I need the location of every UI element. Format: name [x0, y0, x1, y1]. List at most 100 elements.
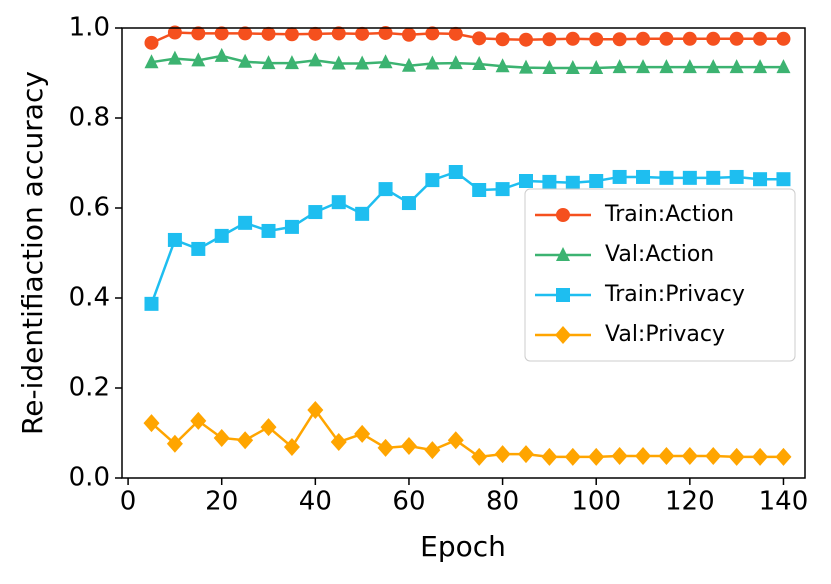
marker: [729, 59, 744, 74]
legend-label: Train:Privacy: [604, 282, 745, 307]
marker: [472, 56, 487, 70]
marker: [682, 31, 697, 46]
marker: [167, 25, 182, 40]
y-tick-label: 0.0: [69, 463, 110, 493]
marker: [143, 414, 160, 433]
marker: [681, 446, 698, 465]
line: [150, 407, 784, 459]
marker: [556, 288, 570, 302]
marker: [238, 26, 253, 41]
marker: [565, 175, 580, 190]
marker: [238, 53, 253, 68]
marker: [144, 296, 159, 311]
marker: [472, 183, 487, 197]
marker: [753, 59, 768, 74]
marker: [378, 182, 393, 197]
marker: [611, 446, 628, 465]
legend: Train:Action Val:Action Train:Privacy Val:P…: [524, 188, 796, 362]
y-tick-label: 1.0: [69, 13, 110, 43]
marker: [636, 59, 651, 74]
marker: [447, 431, 464, 450]
marker: [377, 438, 394, 457]
y-tick-label: 0.2: [69, 373, 110, 403]
marker: [400, 437, 417, 456]
marker: [636, 31, 651, 46]
marker: [589, 60, 604, 75]
marker: [331, 195, 346, 210]
marker: [635, 446, 652, 465]
marker: [588, 447, 605, 466]
y-tick-label: 0.8: [69, 103, 110, 133]
marker: [495, 182, 510, 197]
legend-label: Val:Action: [605, 242, 714, 267]
marker: [261, 55, 276, 70]
line: [151, 54, 784, 70]
marker: [237, 431, 254, 450]
marker: [214, 26, 229, 41]
marker: [752, 447, 769, 466]
marker: [166, 434, 183, 453]
y-tick-label: 0.4: [69, 283, 110, 313]
marker: [448, 55, 463, 70]
marker: [612, 32, 627, 47]
marker: [776, 172, 791, 187]
x-tick-label: 40: [299, 487, 332, 517]
marker: [565, 60, 580, 75]
marker: [167, 232, 182, 247]
marker: [261, 26, 276, 41]
marker: [308, 205, 323, 220]
marker: [378, 54, 393, 69]
marker: [658, 446, 675, 465]
marker: [331, 26, 346, 41]
y-axis-label: Re-identifiaction accuracy: [16, 71, 49, 435]
marker: [555, 326, 571, 344]
marker: [471, 447, 488, 466]
x-tick-label: 80: [486, 487, 519, 517]
marker: [354, 424, 371, 443]
marker: [776, 31, 791, 46]
marker: [378, 25, 393, 40]
marker: [284, 55, 299, 70]
marker: [556, 247, 570, 261]
marker: [355, 206, 370, 221]
marker: [190, 411, 207, 430]
marker: [330, 433, 347, 451]
marker: [355, 26, 370, 41]
marker: [753, 172, 768, 187]
legend-label: Train:Action: [604, 202, 734, 227]
marker: [728, 447, 745, 466]
x-tick-label: 100: [571, 487, 621, 517]
x-tick-label: 0: [120, 487, 137, 517]
marker: [564, 447, 581, 466]
marker: [401, 196, 416, 211]
marker: [753, 31, 768, 46]
marker: [424, 441, 441, 460]
marker: [260, 418, 277, 437]
marker: [589, 174, 604, 188]
x-tick-label: 140: [759, 487, 809, 517]
marker: [448, 26, 463, 41]
marker: [565, 31, 580, 46]
y-tick-label: 0.6: [69, 193, 110, 223]
marker: [517, 445, 534, 464]
marker: [425, 173, 440, 188]
marker: [495, 32, 510, 47]
marker: [167, 50, 182, 65]
marker: [355, 55, 370, 70]
marker: [495, 58, 510, 73]
marker: [659, 31, 674, 46]
marker: [682, 170, 697, 185]
marker: [682, 59, 697, 74]
line: [150, 170, 784, 305]
marker: [542, 32, 557, 47]
marker: [238, 215, 253, 230]
marker: [448, 165, 463, 179]
marker: [775, 447, 792, 466]
marker: [706, 31, 721, 46]
marker: [261, 223, 276, 238]
marker: [541, 447, 558, 466]
marker: [659, 59, 674, 74]
x-tick-label: 120: [665, 487, 715, 517]
marker: [331, 55, 346, 70]
